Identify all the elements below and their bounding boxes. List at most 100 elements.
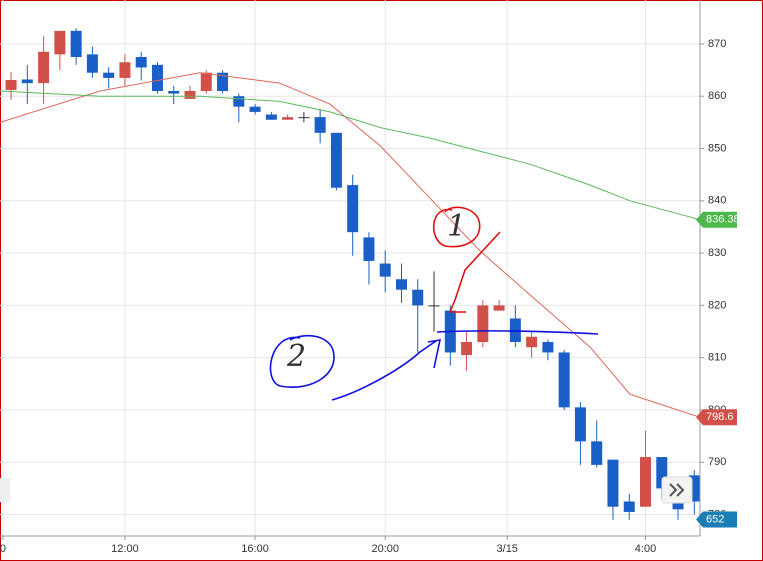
candle-body: [151, 64, 163, 91]
candle-body: [314, 117, 326, 133]
y-tick-label: 850: [708, 142, 726, 154]
candle: [282, 114, 294, 120]
candle-body: [282, 117, 294, 120]
y-tick-label: 790: [708, 456, 726, 468]
side-handle[interactable]: [0, 478, 10, 502]
y-tick-label: 810: [708, 352, 726, 364]
candle: [558, 349, 570, 410]
x-tick-label: 3/15: [497, 543, 518, 555]
candle-body: [119, 62, 131, 78]
moving-average: [0, 90, 701, 221]
candle: [217, 70, 229, 94]
candle-body: [135, 56, 147, 68]
candle: [493, 300, 505, 311]
y-tick-label: 830: [708, 247, 726, 259]
scroll-button[interactable]: [661, 476, 693, 504]
candle-body: [86, 54, 98, 73]
x-tick-label: 4:00: [635, 543, 656, 555]
candle: [542, 339, 554, 361]
candle: [119, 54, 131, 86]
candle-body: [574, 407, 586, 442]
candle-body: [330, 132, 342, 188]
candle: [526, 331, 538, 358]
candle-body: [379, 263, 391, 277]
axis: 780790800810820830840850860870012:0016:0…: [0, 38, 740, 555]
candle-body: [395, 279, 407, 290]
candle-body: [265, 114, 277, 120]
candle-body: [298, 117, 310, 119]
candle-body: [509, 318, 521, 342]
price-tag-label: 652: [706, 513, 724, 525]
price-tag: 836.38: [696, 211, 740, 228]
candle: [395, 263, 407, 303]
x-tick-label: 12:00: [111, 543, 139, 555]
candle: [428, 271, 440, 332]
x-tick-label: 16:00: [241, 543, 269, 555]
candle-body: [217, 72, 229, 91]
x-tick-label: 20:00: [371, 543, 399, 555]
candle-body: [249, 106, 261, 112]
plot: [0, 28, 701, 520]
candle-body: [168, 90, 180, 94]
annotation: 2: [286, 339, 306, 374]
candle-body: [477, 305, 489, 342]
candle-body: [558, 352, 570, 408]
candle: [574, 402, 586, 465]
price-tag-label: 798.6: [706, 411, 734, 423]
grid: [0, 0, 700, 536]
candle: [184, 85, 196, 99]
price-tag-label: 836.38: [706, 214, 740, 226]
candle-body: [656, 457, 668, 489]
annotation: 1: [447, 209, 466, 244]
y-tick-label: 840: [708, 195, 726, 207]
candle-body: [184, 90, 196, 99]
level-line: [436, 330, 599, 335]
candle: [233, 93, 245, 123]
circle-1: [432, 206, 481, 248]
candle-body: [103, 72, 115, 78]
candle-body: [672, 498, 684, 510]
candle: [347, 174, 359, 256]
candle: [103, 67, 115, 89]
candle-body: [493, 305, 505, 311]
candle-body: [347, 185, 359, 233]
candle: [249, 104, 261, 115]
candle-body: [461, 341, 473, 356]
y-tick-label: 820: [708, 299, 726, 311]
candle: [265, 111, 277, 120]
candle: [86, 46, 98, 78]
price-tag-bg: [696, 409, 737, 426]
candle-body: [623, 501, 635, 512]
candle: [151, 62, 163, 94]
candle: [444, 305, 456, 366]
scroll-icon[interactable]: [669, 483, 685, 497]
candle: [640, 430, 652, 507]
y-tick-label: 870: [708, 38, 726, 50]
candle: [5, 72, 17, 100]
price-tag: 652: [696, 511, 737, 528]
candle: [38, 36, 50, 105]
candle: [412, 279, 424, 353]
candle: [314, 109, 326, 144]
candle: [477, 300, 489, 348]
arrow-2: [331, 339, 442, 401]
candle-body: [688, 475, 700, 502]
price-tag-bg: [696, 211, 737, 228]
candle-body: [640, 457, 652, 507]
candle-body: [200, 72, 212, 91]
circle-2: [269, 334, 335, 388]
candle: [135, 51, 147, 81]
candle: [688, 470, 700, 515]
candle-body: [428, 305, 440, 307]
candle-body: [5, 80, 17, 90]
candle: [168, 85, 180, 105]
y-tick-label: 860: [708, 90, 726, 102]
candle: [363, 232, 375, 285]
candle-body: [607, 459, 619, 507]
candle: [54, 30, 66, 71]
candle-body: [233, 96, 245, 107]
candle-body: [591, 441, 603, 465]
moving-average: [0, 72, 701, 418]
price-tag-bg: [696, 511, 737, 528]
